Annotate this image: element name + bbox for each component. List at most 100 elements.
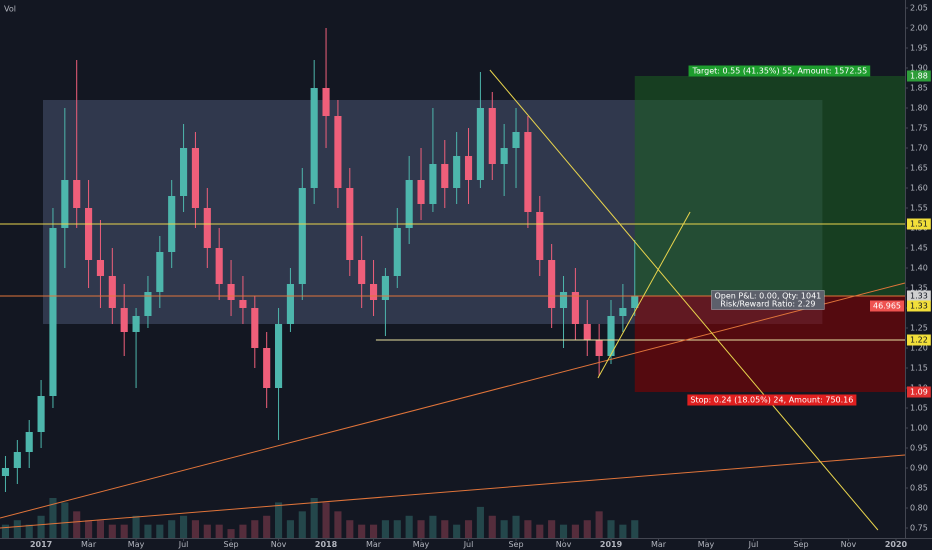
axis-tag: 1.09 — [910, 388, 928, 397]
axis-tag: 1.33 — [910, 292, 928, 301]
candle-body — [37, 396, 45, 432]
y-tick-label: 0.80 — [910, 504, 928, 513]
candle-body — [358, 260, 366, 284]
volume-bar — [583, 520, 591, 538]
volume-bar — [369, 524, 378, 538]
volume-bar — [441, 520, 449, 538]
x-tick-label: 2018 — [315, 540, 338, 549]
volume-bar — [156, 524, 164, 538]
candle-body — [274, 324, 283, 388]
volume-bar — [358, 524, 366, 538]
volume-bar — [571, 524, 579, 538]
candle-body — [25, 432, 33, 452]
candle-body — [464, 156, 473, 180]
volume-bar — [180, 515, 188, 538]
candle-body — [607, 316, 615, 356]
drawing-line — [489, 69, 879, 531]
volume-bar — [239, 524, 247, 538]
candle-body — [298, 188, 306, 284]
x-tick-label: Nov — [841, 540, 857, 549]
volume-bar — [144, 524, 152, 538]
axis-tag: 1.51 — [910, 220, 928, 229]
drawing-line — [0, 282, 906, 519]
stop-label: Stop: 0.24 (18.05%) 24, Amount: 750.16 — [690, 396, 853, 405]
candle-body — [417, 180, 425, 204]
volume-bar — [25, 524, 33, 538]
x-tick-label: Sep — [793, 540, 808, 549]
x-tick-label: Mar — [651, 540, 667, 549]
y-tick-label: 1.60 — [910, 184, 928, 193]
candle-body — [322, 88, 330, 116]
candle-body — [619, 308, 627, 316]
candle-body — [215, 248, 223, 284]
axis-tag: 1.88 — [910, 72, 928, 81]
volume-bar — [619, 524, 627, 538]
candle-body — [263, 348, 271, 388]
volume-bar — [120, 524, 128, 538]
label-box — [870, 300, 904, 312]
target-zone — [634, 76, 905, 296]
ratio-label: Risk/Reward Ratio: 2.29 — [720, 300, 815, 309]
volume-bar — [49, 498, 57, 538]
volume-bar — [607, 520, 615, 538]
x-tick-label: May — [698, 540, 715, 549]
label-box — [907, 218, 931, 230]
candle-body — [429, 164, 437, 204]
x-tick-label: Jul — [178, 540, 189, 549]
candle-body — [132, 316, 140, 332]
drawing-line — [597, 211, 691, 379]
candle-body — [393, 228, 401, 276]
volume-bar — [334, 511, 342, 538]
pnl-label: Open P&L: 0.00, Qty: 1041 — [715, 292, 822, 301]
label-box — [688, 65, 871, 77]
volume-bar — [85, 520, 93, 538]
volume-bar — [429, 515, 437, 538]
candle-body — [227, 284, 235, 300]
candle-body — [108, 276, 116, 308]
candle-body — [453, 156, 461, 188]
volume-bar — [631, 520, 639, 538]
candle-body — [191, 148, 200, 208]
x-tick-label: Jul — [748, 540, 759, 549]
x-tick-label: Nov — [271, 540, 287, 549]
volume-bar — [381, 520, 389, 538]
volume-bar — [393, 520, 401, 538]
candle-body — [85, 208, 93, 260]
candle-body — [595, 340, 603, 356]
candle-body — [156, 252, 164, 292]
volume-bar — [500, 520, 508, 538]
target-label: Target: 0.55 (41.35%) 55, Amount: 1572.5… — [692, 67, 868, 76]
last-badge: 46.965 — [873, 302, 901, 311]
label-box — [907, 290, 931, 302]
candle-body — [500, 148, 508, 164]
candle-body — [559, 292, 568, 308]
x-tick-label: 2019 — [600, 540, 623, 549]
candle-body — [369, 284, 378, 300]
candle-body — [524, 132, 532, 212]
candle-body — [180, 148, 188, 196]
candle-body — [536, 212, 544, 260]
candle-body — [239, 300, 247, 308]
label-box — [907, 300, 931, 312]
volume-bar — [215, 524, 223, 538]
volume-bar — [476, 506, 484, 538]
volume-bar — [1, 524, 10, 538]
candle-body — [571, 292, 579, 324]
candle-body — [310, 88, 318, 188]
label-box — [907, 334, 931, 346]
y-tick-label: 0.90 — [910, 464, 928, 473]
x-tick-label: Sep — [508, 540, 523, 549]
candle-body — [251, 308, 259, 348]
label-box — [907, 70, 931, 82]
y-tick-label: 1.05 — [910, 404, 928, 413]
volume-bar — [203, 524, 211, 538]
stop-zone — [634, 296, 905, 392]
pnl-box — [711, 290, 825, 310]
axis-tag: 1.22 — [910, 336, 928, 345]
candle-body — [548, 260, 556, 308]
y-tick-label: 1.70 — [910, 144, 928, 153]
volume-bar — [405, 515, 413, 538]
volume-bar — [595, 511, 603, 538]
volume-label: Vol — [4, 5, 16, 14]
